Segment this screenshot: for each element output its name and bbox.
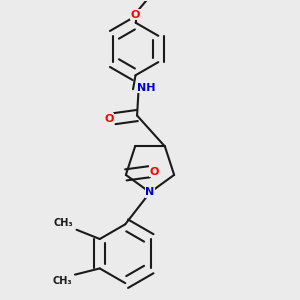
Text: O: O xyxy=(104,114,114,124)
Text: N: N xyxy=(146,188,154,197)
Text: O: O xyxy=(131,10,140,20)
Text: CH₃: CH₃ xyxy=(54,218,74,228)
Text: CH₃: CH₃ xyxy=(52,276,72,286)
Text: O: O xyxy=(150,167,159,177)
Text: NH: NH xyxy=(137,83,156,93)
